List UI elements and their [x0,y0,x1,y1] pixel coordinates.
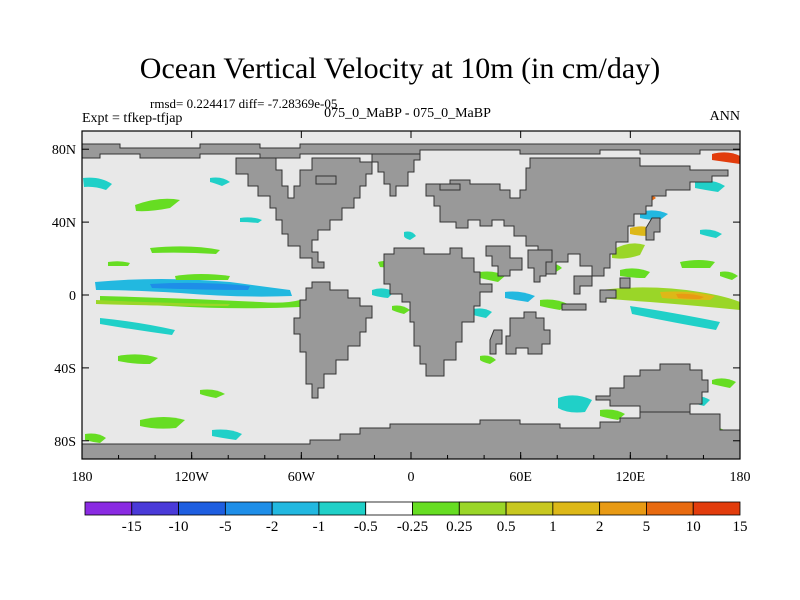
colorbar-label: 1 [549,519,557,535]
lon-tick-label: 0 [408,470,415,485]
colorbar-label: -0.5 [354,519,378,535]
stats-line: rmsd= 0.224417 diff= -7.28369e-05 [150,96,338,111]
colorbar-label: 0.5 [497,519,516,535]
colorbar-swatch [412,501,460,516]
lat-tick-label: 80N [52,143,76,158]
colorbar-swatch [599,501,647,516]
lat-tick-label: 80S [54,435,76,450]
lon-tick-label: 60E [509,470,532,485]
colorbar-label: -5 [219,519,232,535]
lon-tick-label: 60W [288,470,316,485]
colorbar-swatch [271,501,320,516]
colorbar-label: 15 [733,519,748,535]
lon-tick-label: 120W [175,470,210,485]
colorbar-swatch [178,501,226,516]
colorbar-label: -0.25 [397,519,428,535]
colorbar-swatch [505,501,554,516]
colorbar-label: 10 [686,519,701,535]
colorbar-swatch [458,501,507,516]
colorbar-swatch [224,501,273,516]
colorbar-swatch [552,501,601,516]
case-label: 075_0_MaBP - 075_0_MaBP [324,106,491,121]
land-masses [81,143,741,460]
colorbar-swatch [84,501,133,516]
colorbar-label: -1 [313,519,326,535]
season-label: ANN [709,109,740,124]
latitude-axis: 80N 40N 0 40S 80S [52,143,740,450]
colorbar-swatch [318,501,367,516]
colorbar-label: 0.25 [446,519,472,535]
colorbar-swatch [131,501,179,516]
colorbar-swatch [646,501,694,516]
colorbar-swatch [365,501,413,516]
colorbar-swatch [692,501,741,516]
lon-tick-label: 120E [616,470,646,485]
lat-tick-label: 40N [52,216,76,231]
colorbar-label: 5 [643,519,651,535]
colorbar-label: -15 [122,519,142,535]
colorbar: -15 -10 -5 -2 -1 -0.5 -0.25 0.25 0.5 1 2 5 10 15 [84,501,748,535]
colorbar-label: 2 [596,519,604,535]
lon-tick-label: 180 [730,470,751,485]
longitude-axis: 180 120W 60W 0 60E 120E 180 [72,131,751,485]
lon-tick-label: 180 [72,470,93,485]
lat-tick-label: 40S [54,362,76,377]
colorbar-label: -10 [169,519,189,535]
experiment-label: Expt = tfkep-tfjap [82,111,183,126]
plot-title: Ocean Vertical Velocity at 10m (in cm/da… [139,52,661,85]
lat-tick-label: 0 [69,289,76,304]
colorbar-label: -2 [266,519,279,535]
